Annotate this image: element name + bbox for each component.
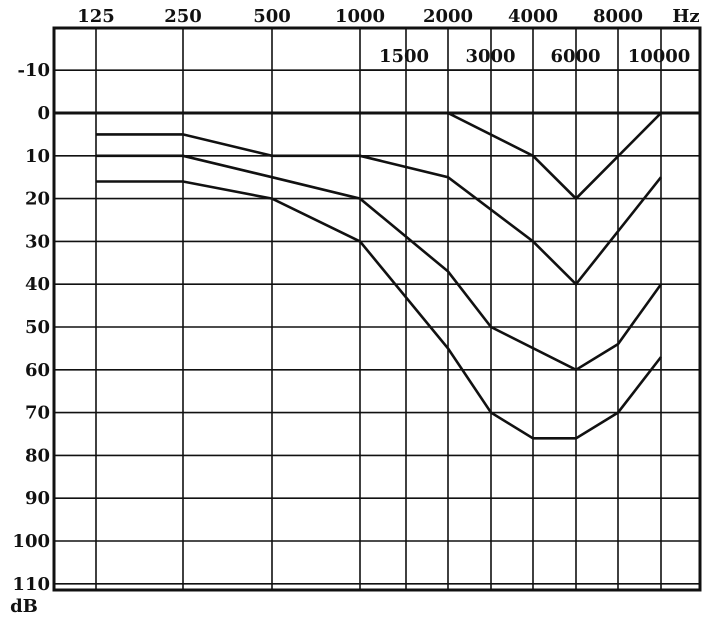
x-tick-label-top: 4000	[508, 6, 558, 27]
y-tick-label: 100	[12, 531, 50, 552]
tick-labels: -10 0 10 20 30 40 50 60 70 80 90 100 110 125 250 500 100…	[10, 6, 700, 617]
x-tick-label-top: 500	[253, 6, 291, 27]
series-line-3	[96, 154, 663, 372]
y-tick-label: 110	[12, 574, 50, 595]
x-tick-label-row2: 10000	[628, 46, 691, 67]
x-axis-unit-label: Hz	[672, 6, 699, 27]
y-axis-unit-label: dB	[10, 596, 38, 617]
series-line-4	[96, 180, 663, 440]
series-lines	[96, 111, 663, 440]
x-tick-label-row2: 6000	[550, 46, 600, 67]
y-tick-label: 70	[25, 403, 50, 424]
x-tick-label-top: 250	[164, 6, 202, 27]
series-line-2	[96, 133, 663, 287]
y-tick-label: 60	[25, 360, 50, 381]
y-tick-label: 0	[37, 103, 50, 124]
grid	[52, 26, 702, 592]
x-tick-label-top: 2000	[423, 6, 473, 27]
x-tick-label-row2: 3000	[465, 46, 515, 67]
y-tick-label: 50	[25, 317, 50, 338]
y-tick-label: 30	[25, 231, 50, 252]
y-tick-label: -10	[17, 60, 50, 81]
x-tick-label-top: 125	[77, 6, 115, 27]
y-tick-label: 20	[25, 189, 50, 210]
x-tick-label-row2: 1500	[379, 46, 429, 67]
series-line-1	[447, 111, 662, 201]
y-tick-label: 80	[25, 445, 50, 466]
y-tick-label: 10	[25, 146, 50, 167]
plot-frame	[52, 26, 702, 592]
x-tick-label-top: 1000	[335, 6, 385, 27]
y-tick-label: 40	[25, 274, 50, 295]
x-tick-label-top: 8000	[593, 6, 643, 27]
y-tick-label: 90	[25, 488, 50, 509]
